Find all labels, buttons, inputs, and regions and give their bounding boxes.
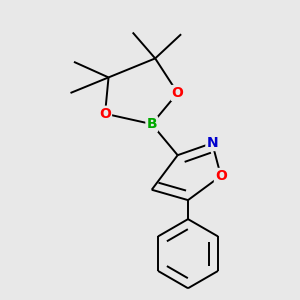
Text: N: N (206, 136, 218, 150)
Text: O: O (215, 169, 227, 183)
Text: B: B (146, 117, 157, 131)
Text: O: O (99, 107, 111, 121)
Text: O: O (172, 86, 184, 100)
